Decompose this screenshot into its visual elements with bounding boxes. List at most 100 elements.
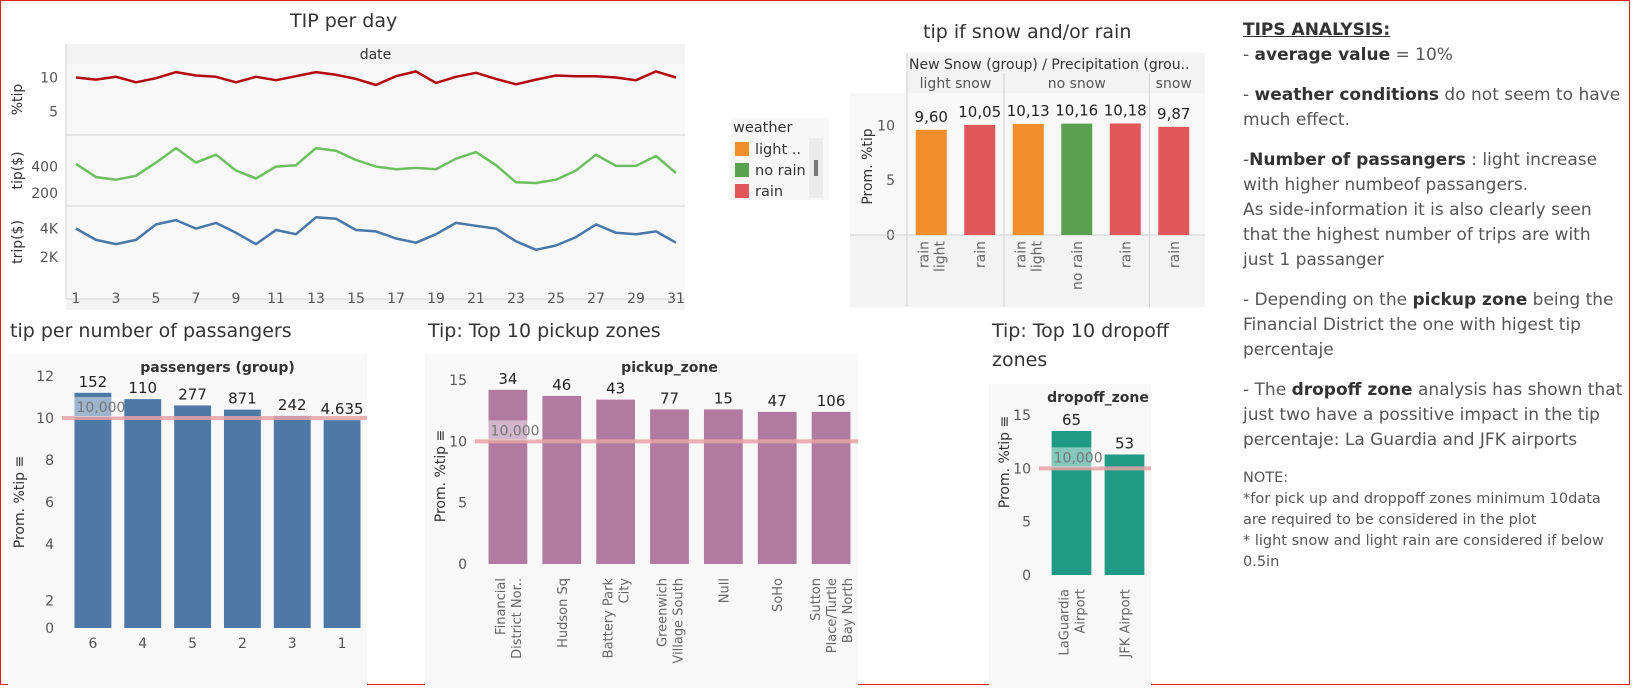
y-axis-title: Prom. %tip ≡ (997, 416, 1013, 509)
data-label: 47 (768, 392, 787, 410)
tip-per-day-title: TIP per day (290, 10, 398, 32)
x-axis-title: pickup_zone (621, 360, 718, 376)
bar (174, 405, 212, 628)
note-footnotes: NOTE: *for pick up and droppoff zones mi… (1243, 468, 1623, 573)
data-label: 15 (714, 389, 733, 407)
y-tick-label: 10 (877, 118, 895, 134)
y-tick-label: 0 (45, 621, 54, 637)
legend-item-rain[interactable]: rain (735, 184, 783, 202)
reference-label: 10,000 (491, 423, 540, 439)
x-axis-title: date (360, 47, 392, 63)
note-weather: - weather conditions do not seem to have… (1243, 85, 1621, 130)
y-tick-label: 0 (886, 228, 895, 244)
data-label: 9,60 (915, 108, 948, 126)
bar (703, 409, 743, 564)
category-label: lightrain (916, 240, 948, 272)
category-label-line: Sutton (809, 578, 824, 621)
data-label: 46 (552, 376, 571, 394)
y-tick-label: 4 (45, 537, 54, 553)
group-label: no snow (1048, 76, 1106, 92)
x-tick-label: 11 (267, 291, 285, 307)
data-label: 9,87 (1157, 105, 1190, 123)
category-label: 3 (288, 636, 297, 652)
category-label-line: light (1029, 240, 1045, 272)
y-tick-label: 2 (45, 594, 54, 610)
data-label: 34 (498, 370, 517, 388)
x-tick-label: 7 (192, 291, 201, 307)
data-label: 106 (817, 392, 846, 410)
category-label-line: Null (717, 578, 732, 603)
legend-scroll-thumb[interactable] (814, 160, 818, 176)
category-label: 1 (338, 636, 347, 652)
data-label: 43 (606, 380, 625, 398)
category-label: Hudson Sq (556, 578, 571, 648)
x-axis-title: dropoff_zone (1047, 390, 1149, 406)
reference-label-box (1051, 447, 1100, 468)
category-label-line: no rain (1070, 241, 1086, 290)
category-label: rain (1118, 241, 1134, 268)
category-label: LaGuardiaAirport (1058, 589, 1089, 655)
y-axis-title: %tip (10, 84, 26, 116)
x-tick-label: 3 (112, 291, 121, 307)
note-head: NOTE: (1243, 470, 1289, 486)
category-label: 4 (138, 636, 147, 652)
group-label: snow (1156, 76, 1192, 92)
category-label-line: light (932, 240, 948, 272)
data-label: 10,16 (1055, 102, 1098, 120)
chart-header: New Snow (group) / Precipitation (grou.. (909, 57, 1190, 73)
category-label-line: rain (1013, 241, 1029, 268)
data-label: 10,13 (1007, 102, 1050, 120)
x-tick-label: 29 (627, 291, 645, 307)
category-label-line: Airport (1074, 589, 1089, 634)
y-tick-label: 5 (49, 104, 58, 120)
note-1: *for pick up and droppoff zones minimum … (1243, 491, 1601, 528)
category-label-line: City (618, 578, 633, 604)
pickup-chart: pickup_zone 0 5 10 15 Prom. %tip ≡ 34 Financial… (425, 354, 858, 688)
x-tick-label: 1 (72, 291, 81, 307)
bar (74, 392, 112, 628)
bar (650, 409, 689, 564)
category-label-line: rain (973, 241, 989, 268)
y-tick-label: 15 (449, 373, 467, 389)
legend-label: no rain (755, 163, 806, 179)
reference-label: 10,000 (1054, 450, 1103, 466)
y-tick-label: 5 (458, 496, 467, 512)
x-axis-title: passengers (group) (140, 360, 295, 376)
reference-label-box (488, 420, 537, 441)
bar (964, 124, 996, 235)
legend-item-light-rain[interactable]: light .. (735, 142, 801, 160)
category-label: 5 (188, 636, 197, 652)
bar (596, 399, 636, 564)
bar (488, 389, 528, 564)
dropoff-title-line1: Tip: Top 10 dropoff (992, 320, 1169, 342)
data-label: 277 (178, 385, 207, 403)
y-tick-label: 10 (449, 434, 467, 450)
y-tick-label: 5 (886, 173, 895, 189)
category-label-line: LaGuardia (1058, 589, 1073, 655)
bar (811, 411, 851, 564)
category-label-line: rain (1167, 241, 1183, 268)
bar (1104, 454, 1145, 575)
data-label: 152 (79, 373, 108, 391)
category-label-line: District Nor.. (510, 578, 525, 659)
x-tick-label: 5 (152, 291, 161, 307)
weather-legend[interactable]: weather light .. no rain rain (731, 118, 829, 200)
data-label: 110 (128, 379, 157, 397)
note-2: * light snow and light rain are consider… (1243, 533, 1604, 570)
x-tick-label: 23 (507, 291, 525, 307)
note-passengers: -Number of passangers : light increase w… (1243, 150, 1598, 270)
passengers-title: tip per number of passangers (10, 320, 292, 342)
data-label: 65 (1062, 411, 1081, 429)
legend-item-no-rain[interactable]: no rain (735, 163, 806, 181)
bar (1109, 123, 1141, 235)
category-label: GreenwichVillage South (656, 578, 687, 664)
category-label-line: Hudson Sq (556, 578, 571, 648)
y-tick-label: 0 (1022, 568, 1031, 584)
y-axis-title: tip($) (10, 151, 26, 189)
series-line (75, 146, 677, 185)
dropoff-title-line2: zones (992, 349, 1048, 371)
bar (542, 395, 582, 564)
note-pickup: - Depending on the pickup zone being the… (1243, 290, 1614, 360)
weather-chart: New Snow (group) / Precipitation (grou..… (850, 53, 1205, 307)
bar (1158, 126, 1190, 235)
